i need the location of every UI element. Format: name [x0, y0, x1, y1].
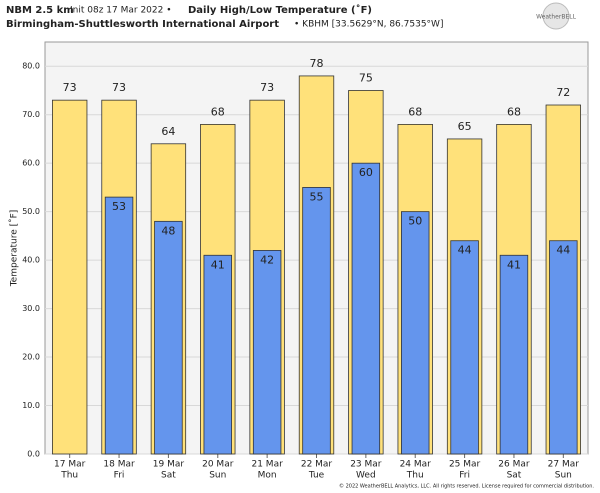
value-label: 75	[359, 71, 373, 84]
value-label: 53	[112, 200, 126, 213]
value-label: 65	[458, 120, 472, 133]
y-tick-label: 20.0	[22, 353, 40, 362]
value-label: 72	[556, 86, 570, 99]
x-tick-label: Thu	[406, 471, 424, 481]
y-tick-label: 50.0	[22, 207, 40, 216]
init: Init 08z 17 Mar 2022 •	[70, 6, 172, 16]
logo-icon	[542, 2, 570, 30]
bar	[302, 187, 331, 455]
value-label: 44	[556, 244, 570, 257]
value-label: 68	[507, 105, 521, 118]
x-tick-label: 17 Mar	[54, 460, 86, 470]
bar	[351, 162, 381, 455]
y-tick-label: 10.0	[22, 401, 40, 410]
value-label: 44	[458, 244, 472, 257]
value-label: 73	[63, 81, 77, 94]
x-tick-label: Mon	[258, 471, 277, 481]
x-tick-label: Wed	[356, 471, 376, 481]
x-tick-label: Fri	[459, 471, 470, 481]
x-tick-label: Tue	[308, 471, 325, 481]
chart-title: Daily High/Low Temperature (˚F)	[188, 4, 372, 16]
y-axis-label: Temperature [˚F]	[9, 210, 20, 288]
bar	[252, 250, 282, 455]
location: Birmingham-Shuttlesworth International A…	[6, 19, 279, 30]
x-tick-label: Sun	[555, 471, 572, 481]
value-label: 41	[507, 258, 521, 271]
logo: WeatherBELL	[536, 14, 577, 21]
value-label: 55	[310, 190, 324, 203]
bar	[450, 240, 479, 455]
x-tick-label: 27 Mar	[548, 460, 580, 470]
y-tick-label: 60.0	[22, 159, 40, 168]
value-label: 50	[408, 215, 422, 228]
x-tick-label: Sat	[161, 471, 176, 481]
x-tick-label: Thu	[60, 471, 78, 481]
value-label: 41	[211, 258, 225, 271]
bar	[52, 99, 88, 455]
bar	[401, 211, 430, 455]
y-tick-label: 30.0	[22, 304, 40, 313]
x-tick-label: Sat	[507, 471, 522, 481]
model: NBM 2.5 km	[6, 5, 74, 16]
x-tick-label: 20 Mar	[202, 460, 234, 470]
value-label: 60	[359, 166, 373, 179]
value-label: 68	[211, 105, 225, 118]
x-tick-label: 26 Mar	[498, 460, 530, 470]
value-label: 64	[161, 125, 175, 138]
bar	[499, 254, 529, 455]
x-tick-label: 25 Mar	[449, 460, 481, 470]
bar	[203, 254, 232, 455]
bar	[104, 196, 134, 455]
value-label: 73	[112, 81, 126, 94]
y-tick-label: 70.0	[22, 110, 40, 119]
x-tick-label: 24 Mar	[400, 460, 432, 470]
station: • KBHM [33.5629°N, 86.7535°W]	[294, 20, 443, 30]
bar	[549, 240, 578, 455]
copyright: © 2022 WeatherBELL Analytics, LLC. All r…	[339, 483, 594, 490]
value-label: 73	[260, 81, 274, 94]
value-label: 42	[260, 253, 274, 266]
x-tick-label: Sun	[209, 471, 226, 481]
y-tick-label: 0.0	[27, 450, 40, 459]
x-tick-label: 23 Mar	[350, 460, 382, 470]
y-tick-label: 80.0	[22, 62, 40, 71]
x-tick-label: 21 Mar	[251, 460, 283, 470]
y-tick-label: 40.0	[22, 256, 40, 265]
x-tick-label: 19 Mar	[153, 460, 185, 470]
x-tick-label: 22 Mar	[301, 460, 333, 470]
value-label: 68	[408, 105, 422, 118]
value-label: 78	[310, 57, 324, 70]
x-tick-label: Fri	[114, 471, 125, 481]
value-label: 48	[161, 224, 175, 237]
bar	[154, 220, 183, 455]
x-tick-label: 18 Mar	[103, 460, 135, 470]
